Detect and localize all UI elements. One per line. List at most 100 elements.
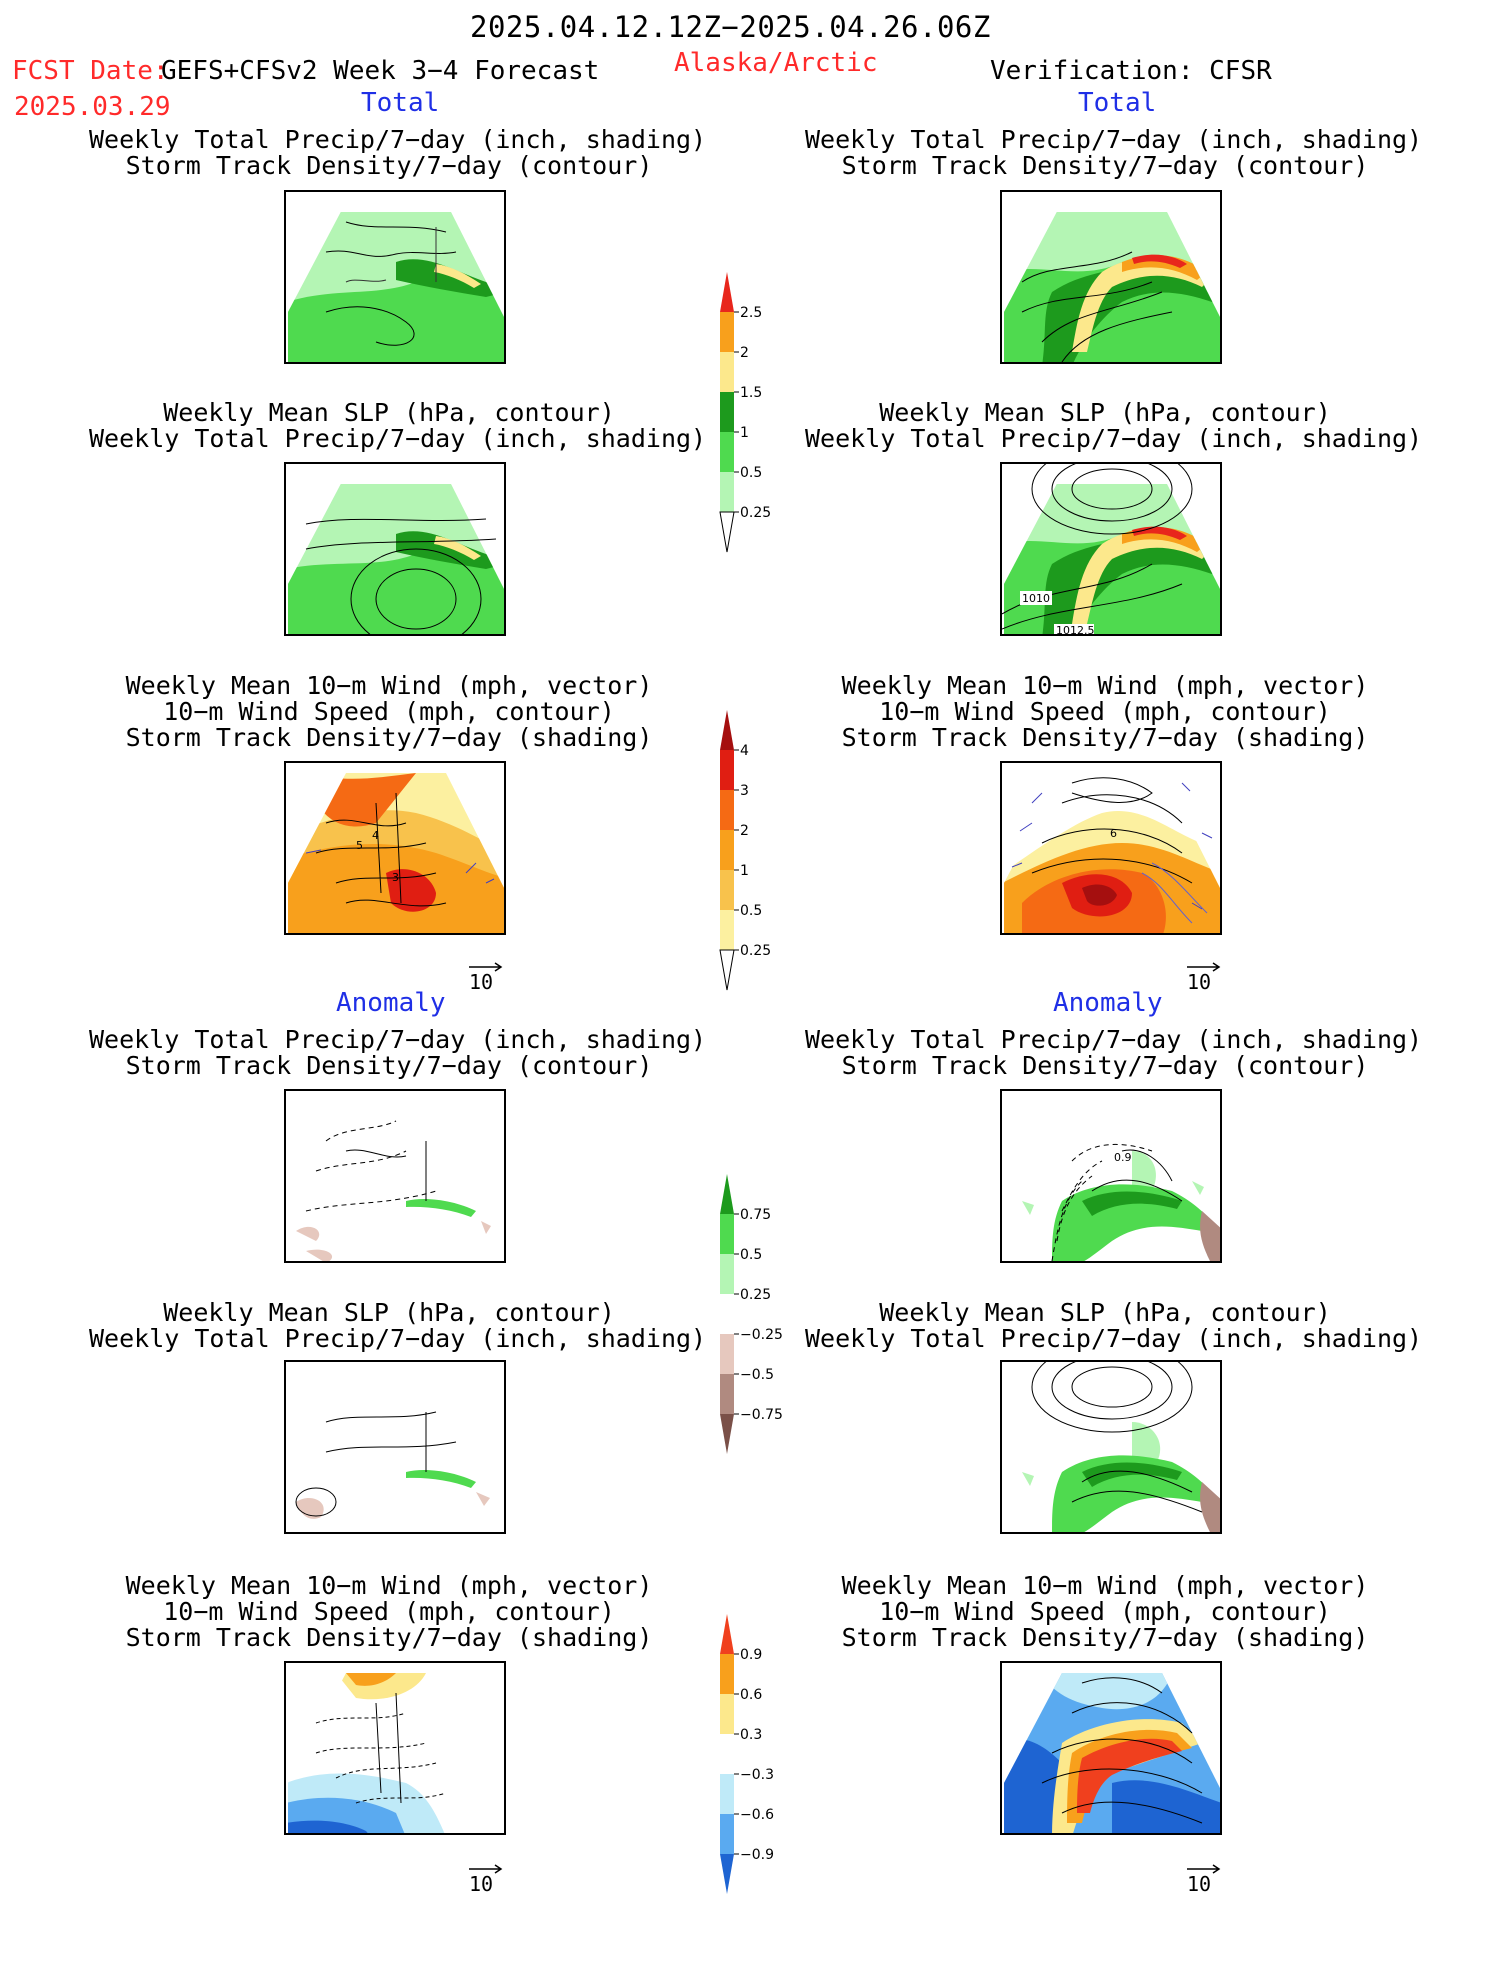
caption-left-r1: Weekly Total Precip/7−day (inch, shading… [89, 125, 707, 180]
colorbar-bottom-cap [719, 511, 735, 553]
verification-label: Verification: CFSR [990, 56, 1272, 86]
map-anom-slp-verif [1000, 1360, 1222, 1534]
colorbar-top-cap [720, 1174, 734, 1214]
slp-label-1010: 1010 [1022, 592, 1050, 605]
colorbar-label: 1 [740, 863, 749, 879]
colorbar-box [720, 1694, 734, 1734]
map-total-slp-verif: 1010 1012.5 [1000, 462, 1222, 636]
colorbar-precip-anom: 0.75 0.5 0.25 −0.25 −0.5 −0.75 [718, 1172, 802, 1546]
colorbar-label: 0.3 [740, 1727, 762, 1743]
anom-label-09: 0.9 [1114, 1151, 1132, 1164]
slp-label-1012: 1012.5 [1056, 624, 1095, 636]
colorbar-label: 1.5 [740, 385, 762, 401]
colorbar-box [720, 830, 734, 870]
colorbar-label: 2 [740, 345, 749, 361]
colorbar-box [720, 1254, 734, 1294]
colorbar-label: −0.75 [740, 1407, 783, 1423]
caption-right-r5: Weekly Mean SLP (hPa, contour) Weekly Tot… [805, 1298, 1423, 1353]
colorbar-box [720, 432, 734, 472]
colorbar-storm-anom: 0.9 0.6 0.3 −0.3 −0.6 −0.9 [718, 1612, 802, 1986]
fcst-date-value: 2025.03.29 [14, 92, 171, 122]
colorbar-box [720, 1774, 734, 1814]
map-anom-precip-verif: 0.9 [1000, 1089, 1222, 1263]
date-range: 2025.04.12.12Z−2025.04.26.06Z [470, 10, 991, 44]
colorbar-label: −0.5 [740, 1367, 774, 1383]
section-total-right: Total [1078, 88, 1157, 118]
vector-ref-arrow-right-r6: 10 [1185, 1860, 1225, 1896]
colorbar-top-cap [720, 710, 734, 750]
colorbar-label: 0.5 [740, 903, 762, 919]
section-total-left: Total [361, 88, 440, 118]
caption-right-r4: Weekly Total Precip/7−day (inch, shading… [805, 1025, 1423, 1080]
map-total-slp-forecast [284, 462, 506, 636]
colorbar-box [720, 1814, 734, 1854]
colorbar-label: 2 [740, 823, 749, 839]
vector-ref-arrow-left-r6: 10 [467, 1860, 507, 1896]
colorbar-box [720, 312, 734, 352]
map-anom-wind-verif [1000, 1661, 1222, 1835]
colorbar-top-cap [720, 1614, 734, 1654]
caption-left-r4: Weekly Total Precip/7−day (inch, shading… [89, 1025, 707, 1080]
vector-ref-arrow-left-r3: 10 [467, 958, 507, 994]
stdens-label-4: 4 [372, 829, 379, 842]
caption-left-r5: Weekly Mean SLP (hPa, contour) Weekly Tot… [89, 1298, 707, 1353]
map-total-wind-verif: 6 [1000, 761, 1222, 935]
map-anom-slp-forecast [284, 1360, 506, 1534]
caption-right-r3: Weekly Mean 10−m Wind (mph, vector) 10−m … [841, 671, 1369, 752]
stdens-label-5: 5 [356, 839, 363, 852]
colorbar-label: 4 [740, 743, 749, 759]
map-total-wind-forecast: 4 5 3 [284, 761, 506, 935]
colorbar-label: 0.75 [740, 1207, 771, 1223]
colorbar-label: 0.25 [740, 1287, 771, 1303]
map-total-precip-verif [1000, 190, 1222, 364]
caption-right-r2: Weekly Mean SLP (hPa, contour) Weekly Tot… [805, 398, 1423, 453]
colorbar-box [720, 1374, 734, 1414]
caption-left-r6: Weekly Mean 10−m Wind (mph, vector) 10−m … [125, 1571, 653, 1652]
map-anom-wind-forecast [284, 1661, 506, 1835]
stdens-label-3: 3 [392, 871, 399, 884]
colorbar-label: 0.5 [740, 1247, 762, 1263]
caption-left-r3: Weekly Mean 10−m Wind (mph, vector) 10−m … [125, 671, 653, 752]
colorbar-label: 0.25 [740, 505, 771, 521]
colorbar-precip-total: 2.5 2 1.5 1 0.5 0.25 [718, 270, 802, 604]
fcst-date-label: FCST Date: [12, 56, 169, 86]
colorbar-box [720, 1214, 734, 1254]
caption-right-r6: Weekly Mean 10−m Wind (mph, vector) 10−m … [841, 1571, 1369, 1652]
colorbar-storm-total: 4 3 2 1 0.5 0.25 [718, 708, 802, 1042]
colorbar-box [720, 1334, 734, 1374]
colorbar-box [720, 750, 734, 790]
section-anomaly-left: Anomaly [336, 988, 446, 1018]
region-title: Alaska/Arctic [674, 48, 878, 78]
colorbar-box [720, 352, 734, 392]
colorbar-label: −0.6 [740, 1807, 774, 1823]
colorbar-label: 0.9 [740, 1647, 762, 1663]
map-total-precip-forecast [284, 190, 506, 364]
stdens-label-6: 6 [1110, 827, 1117, 840]
colorbar-label: 0.5 [740, 465, 762, 481]
vector-ref-arrow-right-r3: 10 [1185, 958, 1225, 994]
colorbar-label: 3 [740, 783, 749, 799]
colorbar-box [720, 870, 734, 910]
colorbar-label: 0.25 [740, 943, 771, 959]
colorbar-box [720, 1654, 734, 1694]
colorbar-label: −0.9 [740, 1847, 774, 1863]
colorbar-top-cap [720, 272, 734, 312]
colorbar-label: 0.6 [740, 1687, 762, 1703]
colorbar-bottom-cap [720, 1414, 734, 1454]
map-anom-precip-forecast [284, 1089, 506, 1263]
colorbar-label: −0.25 [740, 1327, 783, 1343]
colorbar-box [720, 1734, 734, 1774]
colorbar-box [720, 790, 734, 830]
caption-left-r2: Weekly Mean SLP (hPa, contour) Weekly Tot… [89, 398, 707, 453]
colorbar-box [720, 472, 734, 512]
colorbar-label: 1 [740, 425, 749, 441]
colorbar-label: 2.5 [740, 305, 762, 321]
colorbar-bottom-cap [719, 949, 735, 991]
section-anomaly-right: Anomaly [1053, 988, 1163, 1018]
caption-right-r1: Weekly Total Precip/7−day (inch, shading… [805, 125, 1423, 180]
model-title: GEFS+CFSv2 Week 3−4 Forecast [161, 56, 600, 86]
colorbar-box [720, 910, 734, 950]
colorbar-bottom-cap [720, 1854, 734, 1894]
colorbar-label: −0.3 [740, 1767, 774, 1783]
colorbar-box [720, 1294, 734, 1334]
